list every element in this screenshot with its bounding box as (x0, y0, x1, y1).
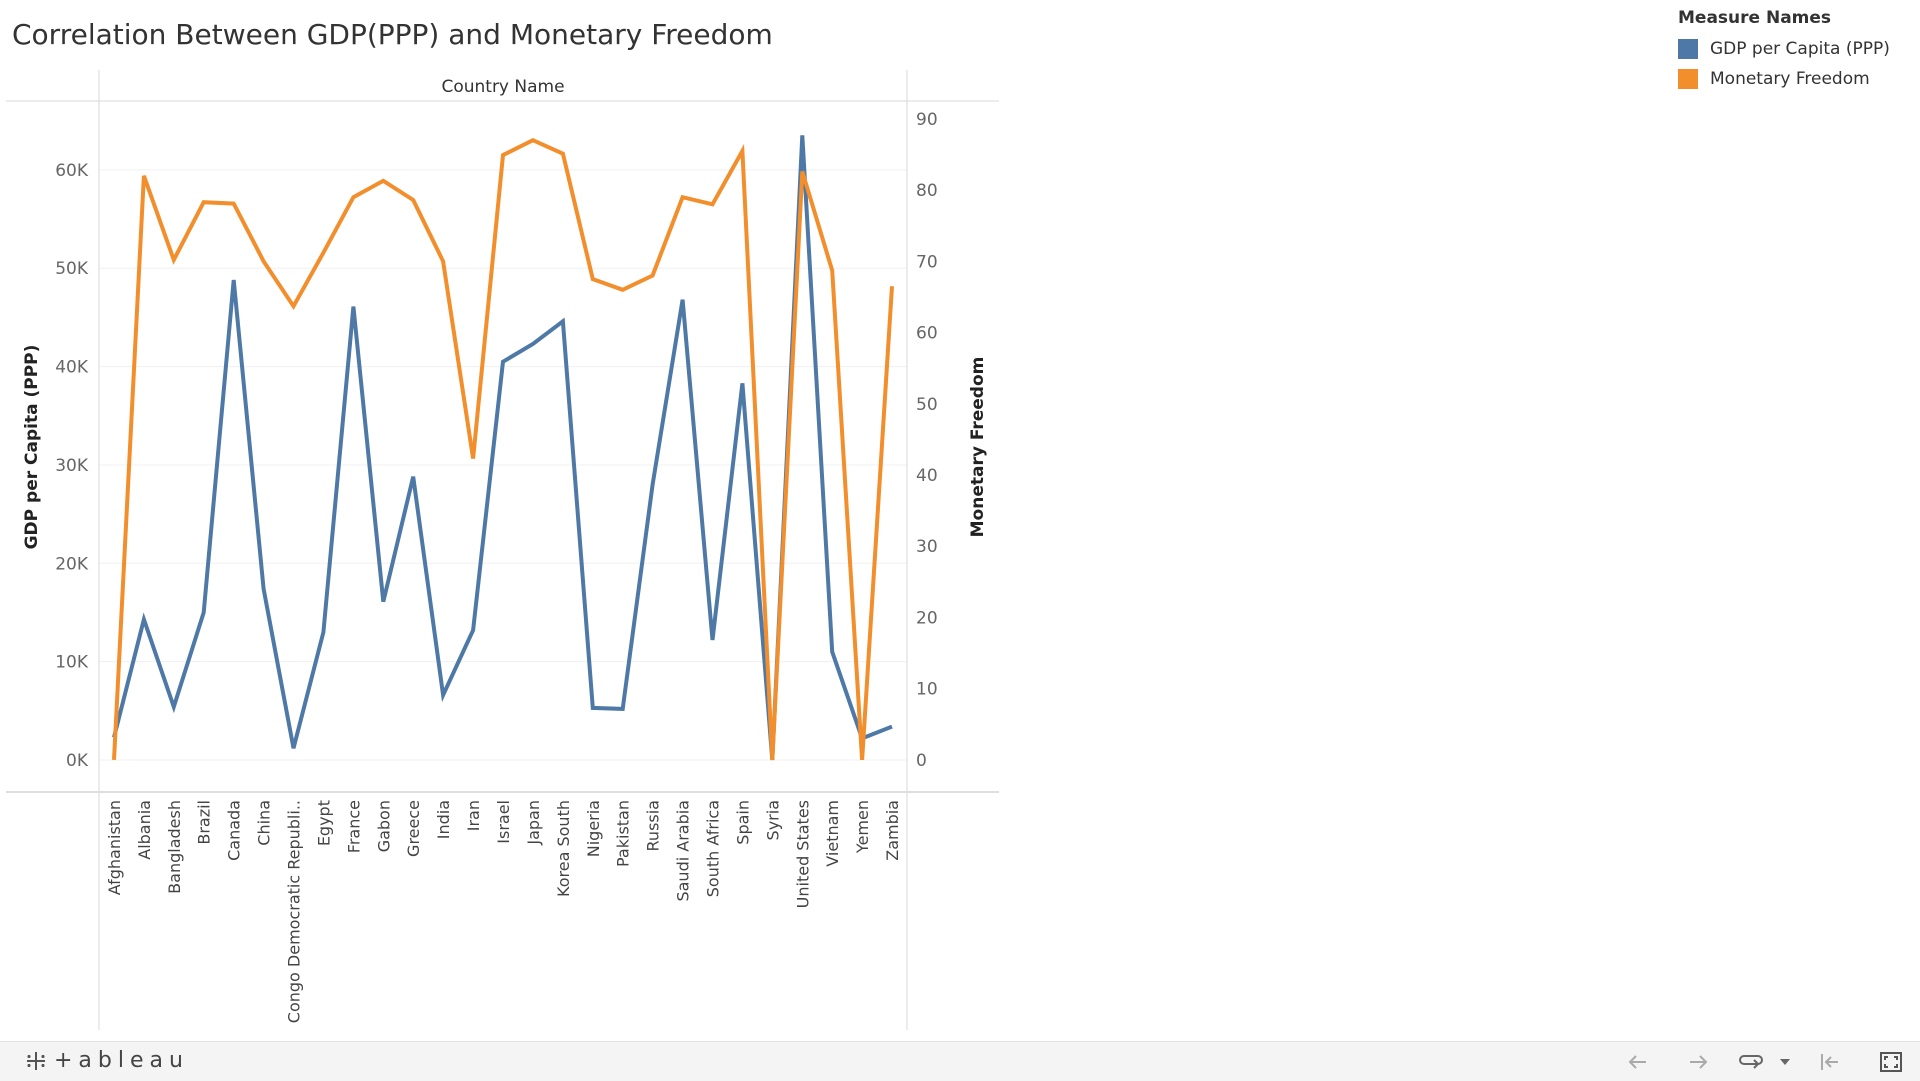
tableau-logo-text: +ableau (54, 1048, 189, 1073)
category-label: Egypt (314, 800, 333, 846)
category-label: Iran (464, 800, 483, 831)
category-label: Pakistan (614, 800, 633, 867)
left-tick-label: 10K (55, 653, 89, 673)
category-label: Russia (644, 800, 663, 851)
right-tick-label: 20 (916, 608, 938, 628)
category-label: Korea South (554, 800, 573, 897)
left-tick-label: 50K (55, 259, 89, 279)
right-axis-title: Monetary Freedom (968, 357, 988, 538)
left-tick-label: 40K (55, 358, 89, 378)
category-label: China (255, 800, 274, 846)
tableau-logo-icon (27, 1051, 45, 1070)
revert-button[interactable] (1738, 1048, 1766, 1076)
legend-label-gdp: GDP per Capita (PPP) (1710, 39, 1890, 59)
reset-button[interactable] (1816, 1048, 1844, 1076)
category-labels: Afghanistan Albania Bangladesh Brazil Canada… (105, 800, 902, 1023)
category-label: Albania (135, 800, 154, 860)
right-tick-label: 10 (916, 680, 938, 700)
category-label: Congo Democratic Republi.. (285, 800, 304, 1023)
revert-dropdown-button[interactable] (1776, 1048, 1794, 1076)
legend: Measure Names GDP per Capita (PPP) Monet… (1678, 8, 1890, 94)
left-tick-label: 0K (66, 751, 89, 771)
left-tick-label: 20K (55, 554, 89, 574)
right-tick-label: 30 (916, 537, 938, 557)
chart-frame (6, 70, 999, 1030)
category-label: France (344, 800, 363, 853)
left-tick-label: 30K (55, 456, 89, 476)
legend-item-gdp[interactable]: GDP per Capita (PPP) (1678, 34, 1890, 64)
tableau-logo[interactable]: +ableau (24, 1048, 189, 1073)
left-tick-label: 60K (55, 161, 89, 181)
legend-swatch-monetary-freedom (1678, 69, 1698, 89)
category-label: Afghanistan (105, 800, 124, 895)
redo-button[interactable] (1684, 1048, 1712, 1076)
right-tick-label: 0 (916, 751, 927, 771)
legend-label-monetary-freedom: Monetary Freedom (1710, 69, 1870, 89)
category-label: Gabon (374, 800, 393, 852)
undo-button[interactable] (1624, 1048, 1652, 1076)
tableau-toolbar: +ableau (0, 1041, 1920, 1081)
fullscreen-button[interactable] (1877, 1048, 1905, 1076)
category-label: India (434, 800, 453, 839)
fullscreen-icon (1880, 1052, 1902, 1072)
category-label: Israel (494, 800, 513, 844)
category-label: Saudi Arabia (674, 800, 693, 902)
right-tick-label: 50 (916, 395, 938, 415)
chart-canvas: Country Name GDP per Capita (PPP) Moneta… (6, 70, 999, 1030)
right-axis-ticks: 0 10 20 30 40 50 60 70 80 90 (916, 110, 938, 771)
grid-lines (99, 169, 907, 761)
category-label: Canada (225, 800, 244, 861)
category-label: Vietnam (823, 800, 842, 867)
category-label: Brazil (195, 800, 214, 845)
legend-swatch-gdp (1678, 39, 1698, 59)
redo-icon (1690, 1055, 1708, 1069)
category-label: Bangladesh (165, 800, 184, 894)
dropdown-icon (1780, 1059, 1790, 1065)
reset-icon (1821, 1054, 1838, 1070)
undo-icon (1628, 1055, 1646, 1069)
left-axis-ticks: 0K 10K 20K 30K 40K 50K 60K (55, 161, 89, 771)
right-tick-label: 80 (916, 181, 938, 201)
legend-title: Measure Names (1678, 8, 1832, 28)
category-label: United States (793, 800, 812, 908)
column-header: Country Name (441, 77, 564, 97)
series-lines (112, 135, 894, 761)
category-label: Zambia (883, 800, 902, 861)
right-tick-label: 70 (916, 252, 938, 272)
right-tick-label: 60 (916, 324, 938, 344)
right-tick-label: 40 (916, 466, 938, 486)
category-label: South Africa (703, 800, 722, 897)
revert-icon (1739, 1055, 1763, 1069)
category-label: Nigeria (584, 800, 603, 857)
left-axis-title: GDP per Capita (PPP) (22, 345, 42, 550)
series-line-monetary-freedom[interactable] (112, 137, 894, 761)
category-label: Syria (763, 800, 782, 840)
series-line-gdp[interactable] (112, 135, 893, 761)
chart-title: Correlation Between GDP(PPP) and Monetar… (12, 18, 773, 51)
legend-item-monetary-freedom[interactable]: Monetary Freedom (1678, 64, 1890, 94)
right-tick-label: 90 (916, 110, 938, 130)
category-label: Japan (524, 800, 543, 846)
category-label: Yemen (853, 800, 872, 854)
category-label: Spain (733, 800, 752, 845)
category-label: Greece (404, 800, 423, 857)
